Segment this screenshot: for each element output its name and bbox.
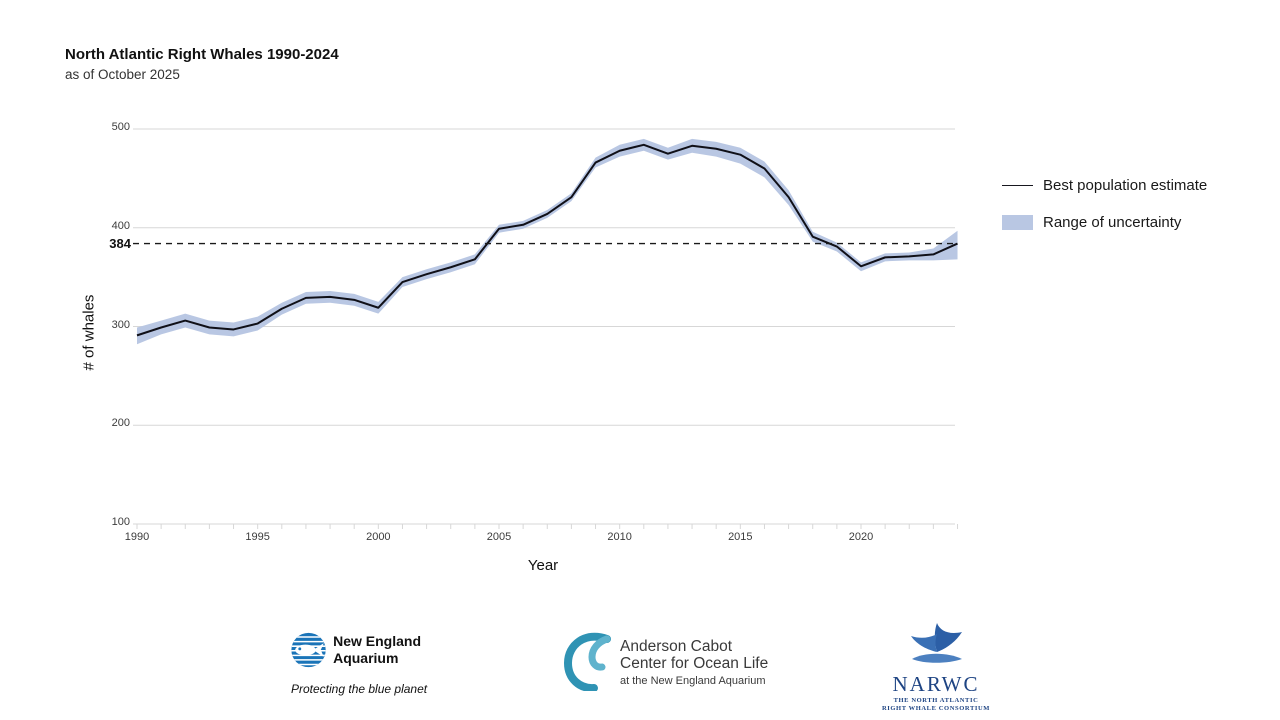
x-tick-label-2015: 2015 — [728, 531, 753, 543]
page-title: North Atlantic Right Whales 1990-2024 — [65, 46, 339, 63]
population-line-chart — [133, 128, 959, 529]
x-tick-label-2020: 2020 — [848, 531, 874, 543]
y-axis-label: # of whales — [80, 294, 98, 371]
page-subtitle: as of October 2025 — [65, 67, 180, 82]
legend-item-uncertainty: Range of uncertainty — [1002, 213, 1207, 231]
x-tick-label-1990: 1990 — [124, 531, 150, 543]
nea-fish-icon — [291, 632, 326, 668]
narwc-logo: NARWC THE NORTH ATLANTIC RIGHT WHALE CON… — [878, 621, 994, 713]
y-tick-label-100: 100 — [111, 516, 130, 528]
nea-name-line1: New England — [333, 633, 421, 649]
nea-name-line2: Aquarium — [333, 650, 399, 666]
nea-tagline: Protecting the blue planet — [291, 682, 428, 696]
narwc-acronym: NARWC — [892, 672, 980, 696]
x-tick-label-2000: 2000 — [366, 531, 391, 543]
legend-label-uncertainty: Range of uncertainty — [1043, 213, 1182, 231]
line-swatch-icon — [1002, 184, 1033, 186]
acc-wave-icon — [563, 632, 611, 691]
legend-item-estimate: Best population estimate — [1002, 176, 1207, 194]
chart-legend: Best population estimate Range of uncert… — [1002, 176, 1207, 231]
x-tick-label-1995: 1995 — [245, 531, 270, 543]
narwc-name-line1: THE NORTH ATLANTIC — [893, 697, 979, 704]
y-tick-label-400: 400 — [111, 219, 130, 232]
band-swatch-icon — [1002, 214, 1033, 230]
estimate-line — [136, 143, 958, 337]
acc-line1: Anderson Cabot — [620, 638, 733, 655]
new-england-aquarium-logo: New England Aquarium Protecting the blue… — [291, 627, 428, 696]
acc-line2: Center for Ocean Life — [620, 655, 769, 672]
x-tick-label-2005: 2005 — [486, 531, 512, 543]
acc-line3: at the New England Aquarium — [620, 675, 766, 687]
y-tick-label-200: 200 — [111, 417, 130, 430]
anderson-cabot-center-logo: Anderson Cabot Center for Ocean Life at … — [563, 629, 768, 691]
uncertainty-band — [137, 138, 958, 345]
x-tick-label-2010: 2010 — [607, 531, 632, 543]
legend-label-estimate: Best population estimate — [1043, 176, 1208, 194]
y-tick-label-500: 500 — [111, 121, 130, 133]
current-estimate-annotation: 384 — [109, 236, 131, 251]
narwc-name-line2: RIGHT WHALE CONSORTIUM — [881, 705, 991, 712]
x-axis-label: Year — [527, 557, 559, 574]
y-tick-label-300: 300 — [111, 318, 130, 331]
narwc-whale-tail-icon — [911, 623, 962, 663]
